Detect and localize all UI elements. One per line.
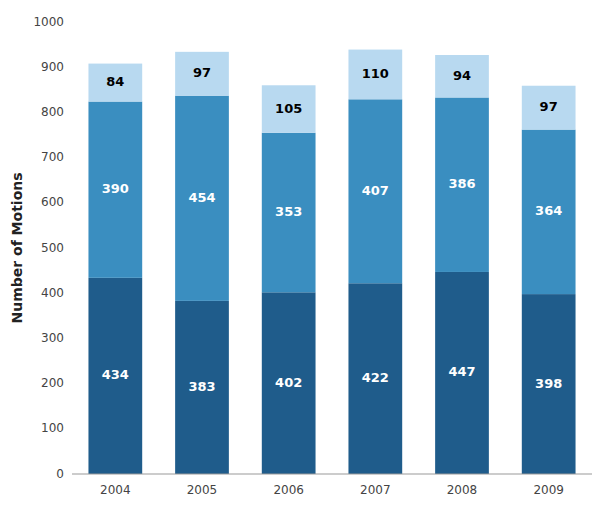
y-tick-label: 1000 — [33, 15, 64, 29]
y-tick-label: 100 — [41, 421, 64, 435]
x-tick-label: 2004 — [100, 483, 131, 497]
bar-segment — [175, 301, 229, 474]
data-label: 353 — [275, 204, 302, 219]
bar-segment — [348, 283, 402, 474]
y-axis: 0 100 200 300 400 500 600 700 800 900 1000 — [33, 15, 64, 481]
y-tick-label: 900 — [41, 60, 64, 74]
y-tick-label: 500 — [41, 241, 64, 255]
chart: 0 100 200 300 400 500 600 700 800 900 1000 Number o… — [0, 0, 612, 516]
x-tick-label: 2005 — [187, 483, 218, 497]
y-tick-label: 800 — [41, 105, 64, 119]
x-tick-label: 2008 — [447, 483, 478, 497]
data-label: 386 — [448, 176, 475, 191]
data-label: 407 — [362, 183, 389, 198]
bars — [88, 50, 575, 474]
bar-segment — [435, 55, 489, 97]
y-tick-label: 200 — [41, 376, 64, 390]
bar-segment — [435, 97, 489, 271]
data-labels: 434 390 84 383 454 97 402 353 105 422 407 110 447 386… — [102, 65, 562, 394]
y-axis-label: Number of Motions — [9, 172, 25, 323]
y-tick-label: 600 — [41, 195, 64, 209]
x-tick-label: 2006 — [273, 483, 304, 497]
data-label: 402 — [275, 375, 302, 390]
data-label: 97 — [193, 65, 211, 80]
bar-segment — [88, 102, 142, 278]
bar-segment — [262, 133, 316, 293]
bar-segment — [88, 278, 142, 474]
bar-segment — [522, 130, 576, 295]
bar-segment — [522, 294, 576, 474]
data-label: 364 — [535, 203, 562, 218]
bar-segment — [522, 86, 576, 130]
bar-segment — [88, 64, 142, 102]
data-label: 383 — [188, 379, 215, 394]
data-label: 454 — [188, 190, 215, 205]
y-tick-label: 300 — [41, 331, 64, 345]
y-tick-label: 0 — [56, 467, 64, 481]
bar-segment — [348, 99, 402, 283]
data-label: 110 — [362, 66, 389, 81]
data-label: 97 — [540, 99, 558, 114]
bar-segment — [175, 52, 229, 96]
data-label: 434 — [102, 367, 129, 382]
bar-segment — [262, 85, 316, 132]
data-label: 390 — [102, 181, 129, 196]
data-label: 94 — [453, 68, 471, 83]
bar-segment — [175, 96, 229, 301]
y-tick-label: 400 — [41, 286, 64, 300]
y-tick-label: 700 — [41, 150, 64, 164]
x-axis-line — [72, 474, 592, 475]
bar-segment — [435, 272, 489, 474]
data-label: 447 — [448, 364, 475, 379]
bar-segment — [348, 50, 402, 100]
x-axis: 2004 2005 2006 2007 2008 2009 — [100, 483, 564, 497]
bar-segment — [262, 292, 316, 474]
x-tick-label: 2007 — [360, 483, 391, 497]
data-label: 84 — [106, 74, 124, 89]
data-label: 105 — [275, 101, 302, 116]
data-label: 422 — [362, 370, 389, 385]
data-label: 398 — [535, 376, 562, 391]
x-tick-label: 2009 — [533, 483, 564, 497]
